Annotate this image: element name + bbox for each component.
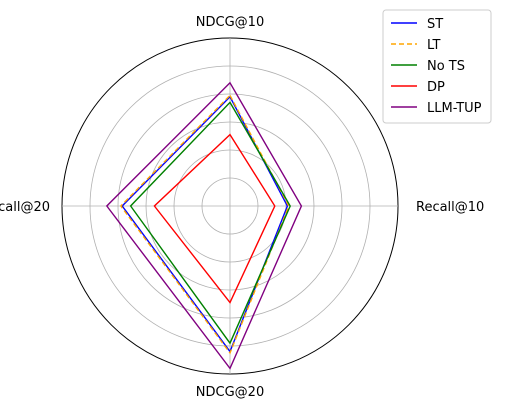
series-layer	[105, 81, 303, 370]
legend-label: DP	[427, 80, 445, 95]
legend-label: LLM-TUP	[427, 101, 482, 116]
legend-box	[382, 9, 492, 124]
axis-label-layer: NDCG@10 Recall@10 NDCG@20 Recall@20	[0, 15, 484, 400]
series-polygon-no-ts	[129, 101, 291, 345]
axis-label-ndcg-10: NDCG@10	[196, 15, 264, 30]
legend-label: No TS	[427, 59, 465, 74]
legend-label: LT	[427, 38, 440, 53]
legend: ST LT No TS DP LLM-TUP	[382, 9, 492, 124]
axis-label-recall-20: Recall@20	[0, 200, 50, 215]
axis-label-recall-10: Recall@10	[416, 200, 484, 215]
series-polygon-lt	[119, 94, 290, 355]
series-polygon-dp	[153, 133, 276, 304]
series-polygon-llm-tup	[105, 81, 303, 370]
axis-label-ndcg-20: NDCG@20	[196, 385, 264, 400]
legend-label: ST	[427, 17, 443, 32]
axis-layer	[62, 38, 398, 374]
